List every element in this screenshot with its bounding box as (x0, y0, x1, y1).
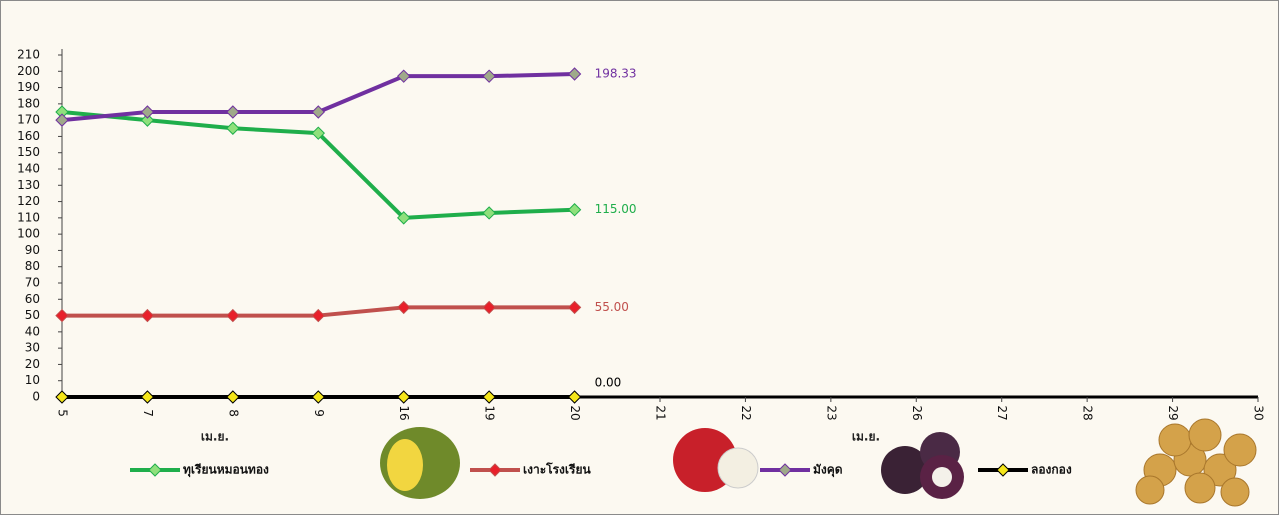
legend-marker (996, 463, 1010, 477)
y-tick-label: 140 (17, 162, 40, 176)
data-point (140, 390, 155, 404)
y-tick-label: 80 (25, 259, 40, 273)
x-tick-label: 28 (1081, 405, 1095, 420)
legend-label: ทุเรียนหมอนทอง (183, 463, 269, 478)
rambutan-image (673, 428, 759, 492)
value-label: 0.00 (595, 376, 622, 390)
value-label: 198.33 (595, 67, 637, 81)
x-group-label: เม.ย. (201, 430, 229, 444)
y-tick-label: 110 (17, 210, 40, 224)
x-tick-label: 21 (654, 405, 668, 420)
data-point (482, 390, 496, 404)
y-tick-label: 0 (32, 390, 40, 404)
y-tick-label: 150 (17, 145, 40, 159)
y-tick-label: 60 (25, 292, 40, 306)
x-group-label: เม.ย. (852, 430, 880, 444)
y-tick-label: 50 (25, 308, 40, 322)
y-tick-label: 10 (25, 373, 40, 387)
data-point (55, 390, 69, 404)
value-label: 115.00 (595, 202, 637, 216)
x-tick-label: 20 (568, 405, 582, 420)
data-point (55, 113, 69, 127)
data-point (567, 67, 582, 81)
y-tick-label: 210 (17, 48, 40, 62)
legend-marker (778, 463, 792, 477)
value-label: 55.00 (595, 300, 629, 314)
legend-label: มังคุด (813, 463, 843, 478)
y-tick-label: 130 (17, 178, 40, 192)
data-point (567, 300, 582, 315)
y-tick-label: 70 (25, 276, 40, 290)
x-tick-label: 8 (226, 409, 240, 417)
durian-image (380, 427, 460, 499)
y-tick-label: 190 (17, 80, 40, 94)
longkong-image (1135, 418, 1257, 507)
data-point (311, 105, 325, 119)
data-point (482, 69, 496, 83)
x-tick-label: 27 (995, 405, 1009, 420)
y-tick-label: 160 (17, 129, 40, 143)
legend-marker (488, 463, 502, 477)
data-point (397, 211, 411, 225)
data-point (311, 126, 325, 140)
data-point (482, 300, 496, 315)
data-point (397, 390, 411, 404)
x-tick-label: 16 (397, 405, 411, 420)
data-point (55, 308, 69, 323)
legend-label: เงาะโรงเรียน (523, 462, 591, 477)
data-point (482, 206, 496, 220)
y-tick-label: 180 (17, 96, 40, 110)
x-tick-label: 26 (910, 405, 924, 420)
y-tick-label: 120 (17, 194, 40, 208)
data-point (397, 69, 411, 83)
mangosteen-image (881, 432, 964, 499)
legend-marker (148, 463, 162, 477)
legend-label: ลองกอง (1031, 463, 1072, 477)
x-tick-label: 7 (141, 409, 155, 417)
y-tick-label: 200 (17, 64, 40, 78)
x-tick-label: 19 (483, 405, 497, 420)
y-tick-label: 40 (25, 324, 40, 338)
x-tick-label: 22 (739, 405, 753, 420)
y-tick-label: 30 (25, 341, 40, 355)
data-point (226, 390, 240, 404)
x-tick-label: 29 (1166, 405, 1180, 420)
y-tick-label: 170 (17, 113, 40, 127)
data-point (311, 390, 325, 404)
data-point (140, 105, 155, 119)
data-point (226, 121, 240, 135)
x-tick-label: 23 (824, 405, 838, 420)
x-tick-label: 9 (312, 409, 326, 417)
y-tick-label: 20 (25, 357, 40, 371)
data-point (397, 300, 411, 315)
data-point (140, 308, 155, 323)
x-tick-label: 30 (1252, 405, 1266, 420)
data-point (567, 203, 582, 217)
data-point (567, 390, 582, 404)
y-tick-label: 100 (17, 227, 40, 241)
y-tick-label: 90 (25, 243, 40, 257)
data-point (226, 105, 240, 119)
x-tick-label: 5 (56, 409, 70, 417)
data-point (226, 308, 240, 323)
data-point (311, 308, 325, 323)
data-point (140, 113, 155, 127)
